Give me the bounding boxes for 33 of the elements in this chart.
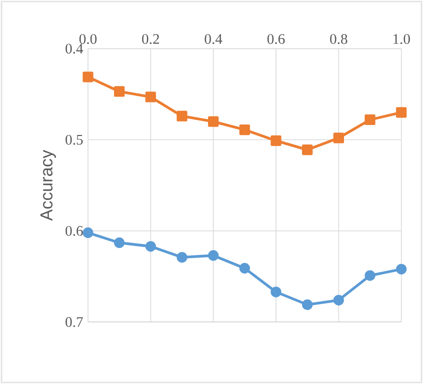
point — [114, 86, 125, 97]
point — [333, 294, 344, 306]
x-tick-label: 0.2 — [142, 34, 159, 44]
y-tick-label: 0.7 — [66, 317, 83, 327]
y-tick-label: 0.4 — [66, 44, 84, 54]
x-tick-label: 0.8 — [330, 34, 348, 44]
point — [176, 110, 188, 122]
x-tick-label: 0.0 — [79, 34, 97, 44]
point — [396, 264, 407, 274]
point — [364, 270, 376, 281]
x-tick-label: 0.4 — [204, 34, 222, 44]
point — [145, 241, 156, 252]
x-tick-label: 1.0 — [393, 34, 410, 44]
point — [364, 114, 376, 126]
point — [145, 92, 156, 102]
point — [270, 135, 282, 146]
point — [239, 262, 250, 274]
point — [333, 132, 344, 144]
y-tick-label: 0.6 — [66, 226, 83, 236]
point — [239, 124, 250, 136]
point — [82, 227, 94, 238]
point — [114, 237, 125, 248]
point — [176, 252, 188, 263]
point — [208, 116, 219, 127]
point — [302, 144, 313, 156]
y-axis-title: Accuracy — [40, 150, 56, 221]
y-tick-label: 0.5 — [66, 134, 83, 145]
point — [302, 299, 313, 310]
point — [208, 250, 219, 261]
x-tick-label: 0.6 — [267, 34, 285, 44]
point — [270, 286, 282, 298]
point — [82, 72, 94, 82]
point — [396, 107, 407, 118]
